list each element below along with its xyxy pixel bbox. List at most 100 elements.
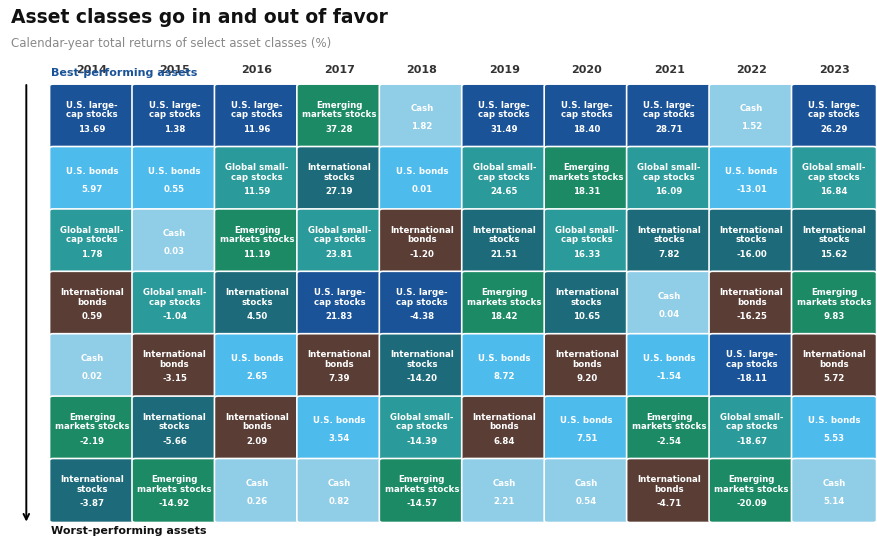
Text: 2018: 2018 [406,65,438,75]
FancyBboxPatch shape [545,271,630,335]
Text: cap stocks: cap stocks [232,111,282,119]
Text: cap stocks: cap stocks [644,111,695,119]
Text: 26.29: 26.29 [820,125,848,134]
Text: stocks: stocks [571,298,602,307]
Text: Global small-: Global small- [143,288,206,297]
Text: -2.19: -2.19 [80,437,104,446]
Text: cap stocks: cap stocks [561,111,612,119]
Text: 7.82: 7.82 [659,249,680,259]
Text: 2015: 2015 [159,65,190,75]
FancyBboxPatch shape [296,84,382,148]
Text: 5.72: 5.72 [824,374,845,384]
Text: 0.59: 0.59 [82,312,103,321]
FancyBboxPatch shape [626,459,712,523]
Text: 37.28: 37.28 [325,125,353,134]
Text: International: International [720,288,783,297]
FancyBboxPatch shape [791,84,877,148]
Text: -4.71: -4.71 [657,499,681,508]
FancyBboxPatch shape [545,209,630,273]
Text: cap stocks: cap stocks [232,173,282,182]
FancyBboxPatch shape [215,84,300,148]
Text: U.S. large-: U.S. large- [396,288,447,297]
Text: Emerging: Emerging [399,475,445,484]
Text: U.S. large-: U.S. large- [726,351,777,359]
Text: -4.38: -4.38 [410,312,434,321]
FancyBboxPatch shape [380,271,465,335]
Text: 21.51: 21.51 [490,249,518,259]
Text: -20.09: -20.09 [736,499,767,508]
Text: 0.54: 0.54 [576,496,597,506]
Text: -2.54: -2.54 [657,437,681,446]
Text: 21.83: 21.83 [325,312,353,321]
Text: Emerging: Emerging [152,475,197,484]
Text: 0.01: 0.01 [411,185,432,194]
Text: International: International [638,226,701,235]
FancyBboxPatch shape [461,271,547,335]
Text: 18.40: 18.40 [573,125,601,134]
Text: International: International [390,226,453,235]
Text: U.S. large-: U.S. large- [314,288,365,297]
Text: Global small-: Global small- [390,413,453,422]
FancyBboxPatch shape [461,146,547,210]
Text: markets stocks: markets stocks [632,423,706,431]
Text: International: International [473,226,536,235]
Text: stocks: stocks [818,235,850,244]
Text: -3.15: -3.15 [162,374,187,384]
Text: bonds: bonds [77,298,107,307]
Text: stocks: stocks [241,298,273,307]
FancyBboxPatch shape [626,271,712,335]
FancyBboxPatch shape [50,271,135,335]
FancyBboxPatch shape [215,209,300,273]
FancyBboxPatch shape [132,84,217,148]
Text: stocks: stocks [406,360,438,369]
Text: Emerging: Emerging [646,413,692,422]
Text: U.S. bonds: U.S. bonds [478,354,531,363]
Text: Global small-: Global small- [720,413,783,422]
Text: International: International [308,351,371,359]
Text: Emerging: Emerging [729,475,774,484]
Text: bonds: bonds [242,423,272,431]
Text: U.S. large-: U.S. large- [644,101,695,110]
Text: stocks: stocks [488,235,520,244]
Text: Asset classes go in and out of favor: Asset classes go in and out of favor [11,8,388,27]
Text: 2014: 2014 [76,65,108,75]
Text: 2021: 2021 [653,65,685,75]
Text: -16.00: -16.00 [736,249,767,259]
Text: cap stocks: cap stocks [726,360,777,369]
Text: Calendar-year total returns of select asset classes (%): Calendar-year total returns of select as… [11,37,331,50]
Text: 15.62: 15.62 [820,249,848,259]
FancyBboxPatch shape [461,396,547,460]
Text: Emerging: Emerging [69,413,115,422]
Text: International: International [225,413,289,422]
Text: 27.19: 27.19 [325,187,353,196]
Text: 24.65: 24.65 [490,187,518,196]
Text: stocks: stocks [653,235,685,244]
Text: U.S. large-: U.S. large- [149,101,200,110]
Text: Global small-: Global small- [308,226,371,235]
FancyBboxPatch shape [791,209,877,273]
Text: 10.65: 10.65 [574,312,600,321]
Text: Best-performing assets: Best-performing assets [51,68,197,78]
Text: stocks: stocks [324,173,355,182]
FancyBboxPatch shape [545,146,630,210]
Text: markets stocks: markets stocks [303,111,376,119]
Text: 4.50: 4.50 [246,312,267,321]
Text: cap stocks: cap stocks [396,298,447,307]
Text: 9.20: 9.20 [576,374,597,384]
Text: 2016: 2016 [241,65,273,75]
Text: 0.55: 0.55 [164,185,185,194]
Text: cap stocks: cap stocks [561,235,612,244]
Text: 5.53: 5.53 [824,435,845,443]
Text: 8.72: 8.72 [494,372,515,381]
Text: 0.03: 0.03 [164,247,185,256]
Text: -14.57: -14.57 [406,499,438,508]
Text: International: International [555,351,618,359]
Text: Cash: Cash [823,479,845,488]
Text: 1.78: 1.78 [82,249,103,259]
Text: International: International [720,226,783,235]
Text: U.S. large-: U.S. large- [561,101,612,110]
FancyBboxPatch shape [132,146,217,210]
FancyBboxPatch shape [626,209,712,273]
Text: 13.69: 13.69 [78,125,106,134]
FancyBboxPatch shape [545,334,630,398]
